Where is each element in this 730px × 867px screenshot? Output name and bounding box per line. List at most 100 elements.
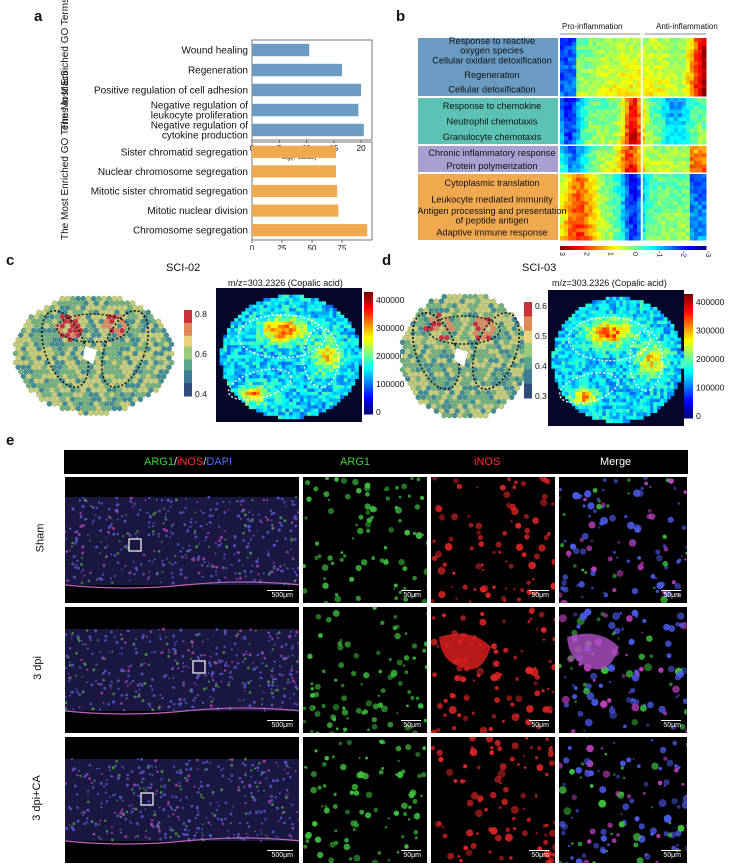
micro-panel-r1-c0: 500μm [64, 606, 300, 734]
heatmap-label-3-0-0: Cytoplasmic translation [445, 178, 540, 188]
bar-0-1 [252, 63, 342, 77]
tick-label-1-3: 75 [338, 244, 347, 250]
micro-panel-r0-c0: 500μm [64, 476, 300, 604]
row-label-wrap-1: 3 dpi [30, 606, 56, 734]
micro-panel-r2-c1: 50μm [302, 736, 428, 864]
heatmap-colorbar-tick-3: 0 [631, 252, 638, 256]
heatmap-colorbar-tick-5: -2 [680, 251, 687, 257]
micro-image-r0-c0 [65, 495, 299, 589]
heatmap-label-3-3-0: Adaptive immune response [436, 227, 547, 237]
bar-0-4 [252, 123, 364, 137]
bar-0-2 [252, 83, 362, 97]
bar-1-1 [252, 165, 336, 178]
bar-1-0 [252, 145, 336, 158]
tissue-edge [65, 707, 299, 715]
micro-panel-r2-c0: 500μm [64, 736, 300, 864]
bar-1-3 [252, 204, 339, 217]
msi-title-d: m/z=303.2326 (Copalic acid) [552, 278, 667, 288]
msi-image-d [548, 290, 684, 426]
scale-bar-50um: 50μm [401, 850, 421, 859]
msi-tick-cbar-c2-3: 100000 [376, 379, 405, 389]
tissue-outline-left [411, 311, 461, 391]
inset-box [140, 792, 154, 806]
scale-bar-line [267, 720, 293, 721]
scale-bar-label: 500μm [271, 722, 293, 729]
tissue-edge [65, 581, 299, 589]
scale-bar-label: 50μm [403, 722, 421, 729]
msi-tick-cbar-c2-2: 200000 [376, 351, 405, 361]
slash-2: / [203, 456, 207, 468]
scale-bar-line [267, 590, 293, 591]
group-band-3 [418, 174, 558, 240]
scale-bar-line [401, 590, 421, 591]
tissue-outline-left [40, 309, 90, 389]
spot-tick-cbar-d1-0: 0.6 [535, 301, 547, 311]
merged-channel-header: ARG1/iNOS/DAPI [144, 456, 232, 468]
panel-label-b: b [396, 8, 406, 25]
msi-colorbar-d: 400000 300000 200000 100000 0 [684, 294, 725, 421]
bar-label-0-4-0: Negative regulation of [151, 121, 249, 132]
heatmap-label-3-2-1: of peptide antigen [455, 216, 528, 226]
row-label-wrap-0: Sham [30, 476, 56, 604]
spot-tick-cbar-d1-3: 0.3 [535, 391, 547, 401]
scale-bar-50um: 50μm [529, 850, 549, 859]
bar-1-2 [252, 184, 338, 198]
heatmap-colorbar-tick-4: -1 [655, 251, 662, 257]
panel-label-a: a [34, 8, 43, 25]
scale-bar-500um: 500μm [267, 720, 293, 729]
tissue-band [65, 629, 299, 711]
bar-label-0-1-0: Regeneration [188, 66, 248, 77]
scale-bar-line [661, 850, 681, 851]
scale-bar-label: 50μm [531, 592, 549, 599]
scale-bar-label: 50μm [403, 852, 421, 859]
col2-header: ARG1 [340, 456, 370, 468]
group-band-1 [418, 98, 558, 144]
scale-bar-500um: 500μm [267, 850, 293, 859]
heatmap-colorbar-tick-2: 1 [607, 252, 614, 256]
scale-bar-line [529, 590, 549, 591]
tissue-edge [65, 837, 299, 845]
pro-inflammation-label: Pro-inflammation [562, 22, 623, 31]
scale-bar-label: 500μm [271, 852, 293, 859]
micro-image-r2-c3 [559, 737, 687, 863]
micro-image-r0-c3 [559, 477, 687, 603]
go-bar-charts: Wound healing Regeneration Positive regula… [91, 39, 373, 250]
micro-image-r1-c1 [303, 607, 427, 733]
tick-label-0-4: 20 [357, 144, 366, 153]
micro-image-r0-c1 [303, 477, 427, 603]
panel-label-e: e [6, 432, 15, 449]
msi-outline-bottom [227, 368, 292, 401]
scale-bar-label: 50μm [663, 852, 681, 859]
heatmap-label-3-1-0: Leukocyte mediated immunity [431, 194, 553, 204]
tissue-band [65, 497, 299, 585]
scale-bar-line [661, 720, 681, 721]
bar-label-0-2-0: Positive regulation of cell adhesion [94, 86, 248, 97]
tissue-hole [454, 348, 468, 366]
scale-bar-line [401, 720, 421, 721]
msi-tick-cbar-d2-3: 100000 [696, 383, 725, 393]
row-label-3dpi-ca: 3 dpi+CA [30, 775, 43, 821]
panel-label-d: d [382, 252, 392, 269]
bar-label-1-4-0: Chromosome segregation [133, 226, 248, 237]
tick-label-1-0: 0 [250, 244, 255, 250]
bar-label-1-1-0: Nuclear chromosome segregation [98, 167, 248, 178]
spot-tick-cbar-c1-1: 0.6 [195, 349, 207, 359]
msi-tick-cbar-d2-4: 0 [696, 411, 701, 421]
heatmap-colorbar-tick-1: 2 [582, 252, 589, 256]
tick-label-1-1: 25 [278, 244, 287, 250]
spot-colorbar-c: 0.8 0.6 0.4 [184, 309, 207, 399]
sample-title-d: SCI-03 [522, 262, 557, 274]
inset-box [128, 538, 142, 552]
msi-title-c: m/z=303.2326 (Copalic acid) [228, 278, 343, 288]
heatmap-label-1-2-0: Granulocyte chemotaxis [443, 132, 542, 142]
micro-panel-r1-c1: 50μm [302, 606, 428, 734]
scale-bar-line [529, 850, 549, 851]
micro-panel-r0-c3: 50μm [558, 476, 688, 604]
scale-bar-50um: 50μm [529, 590, 549, 599]
group-band-2 [418, 146, 558, 172]
scale-bar-50um: 50μm [661, 590, 681, 599]
heatmap-header: Pro-inflammation Anti-inflammation [420, 22, 730, 34]
scale-bar-50um: 50μm [661, 850, 681, 859]
spot-tick-cbar-d1-1: 0.5 [535, 331, 547, 341]
